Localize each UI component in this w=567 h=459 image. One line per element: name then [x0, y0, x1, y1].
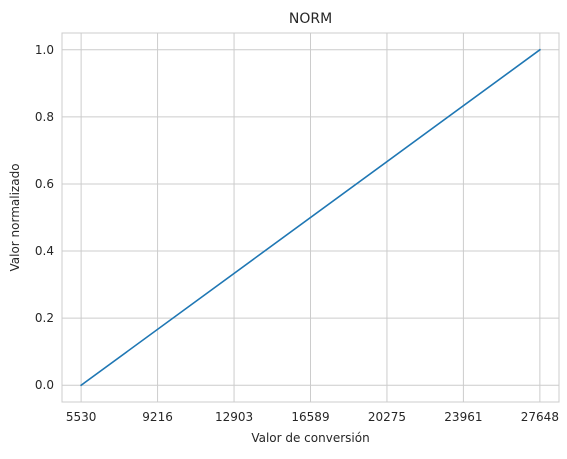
x-tick-label: 5530 [66, 410, 97, 424]
y-tick-label: 0.2 [35, 311, 54, 325]
y-tick-label: 0.8 [35, 110, 54, 124]
y-tick-label: 1.0 [35, 43, 54, 57]
y-tick-label: 0.4 [35, 244, 54, 258]
x-axis-title: Valor de conversión [251, 431, 369, 445]
series-layer [80, 48, 541, 387]
series-line [80, 48, 541, 387]
x-tick-label: 16589 [291, 410, 329, 424]
y-axis-ticks: 0.0 0.2 0.4 0.6 0.8 1.0 [35, 43, 54, 392]
grid [62, 33, 559, 402]
y-tick-label: 0.0 [35, 378, 54, 392]
x-tick-label: 20275 [368, 410, 406, 424]
x-tick-label: 23961 [444, 410, 482, 424]
chart-title: NORM [289, 11, 332, 27]
y-axis-title: Valor normalizado [8, 163, 22, 271]
x-tick-label: 9216 [142, 410, 173, 424]
x-tick-label: 12903 [215, 410, 253, 424]
x-axis-ticks: 5530 9216 12903 16589 20275 23961 27648 [66, 410, 559, 424]
x-tick-label: 27648 [521, 410, 559, 424]
plot-area-frame [61, 32, 560, 403]
y-tick-label: 0.6 [35, 177, 54, 191]
